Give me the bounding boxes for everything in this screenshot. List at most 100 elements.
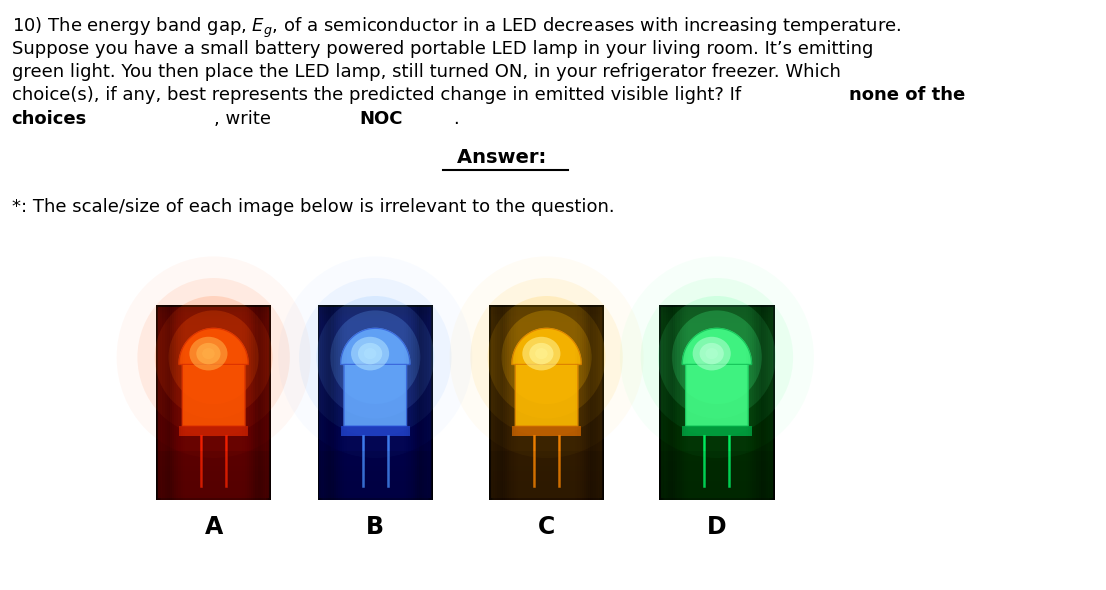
Bar [156, 451, 271, 456]
Bar [158, 313, 269, 500]
Bar [156, 305, 271, 500]
Bar [761, 305, 774, 500]
Ellipse shape [155, 296, 272, 418]
Ellipse shape [364, 348, 376, 359]
Bar [659, 490, 774, 495]
Bar [157, 310, 270, 500]
Bar [660, 308, 774, 500]
Bar [167, 305, 180, 500]
Bar [321, 314, 430, 500]
Text: 10) The energy band gap, $E_g$, of a semiconductor in a LED decreases with incre: 10) The energy band gap, $E_g$, of a sem… [11, 16, 901, 40]
Bar [157, 309, 270, 500]
Bar [317, 490, 434, 495]
Bar [759, 305, 772, 500]
Bar [251, 305, 264, 500]
Bar [322, 319, 429, 500]
Bar [659, 471, 774, 476]
Bar [156, 305, 169, 500]
Bar [682, 426, 752, 435]
Bar [258, 305, 271, 500]
Bar [323, 323, 428, 500]
Bar [659, 486, 774, 490]
Bar [492, 317, 601, 500]
Bar [504, 305, 518, 500]
Text: D: D [707, 515, 727, 539]
Bar [320, 313, 430, 500]
Bar [489, 305, 503, 500]
Bar [333, 305, 346, 500]
Ellipse shape [331, 310, 420, 404]
Bar [498, 305, 511, 500]
Bar [494, 323, 599, 500]
Bar [500, 305, 513, 500]
Bar [179, 426, 248, 435]
Bar [160, 320, 267, 500]
Bar [666, 305, 679, 500]
Bar [159, 317, 268, 500]
Bar [489, 466, 604, 471]
Bar [156, 466, 271, 471]
Bar [322, 317, 429, 500]
Text: Suppose you have a small battery powered portable LED lamp in your living room. : Suppose you have a small battery powered… [11, 40, 873, 57]
Bar [492, 316, 602, 500]
Bar [158, 311, 270, 500]
Bar [489, 305, 604, 500]
Bar [668, 305, 681, 500]
Bar [317, 486, 434, 490]
Bar [582, 305, 596, 500]
Bar [317, 306, 432, 500]
Bar [326, 305, 340, 500]
Bar [577, 305, 592, 500]
Bar [512, 426, 582, 435]
Bar [493, 320, 599, 500]
Bar [156, 307, 271, 500]
Bar [415, 305, 429, 500]
Bar [661, 305, 675, 500]
Bar [320, 312, 431, 500]
Bar [575, 305, 589, 500]
Bar [156, 495, 271, 500]
Text: choices: choices [11, 110, 86, 128]
Ellipse shape [530, 343, 553, 364]
Bar [319, 309, 431, 500]
Bar [584, 305, 598, 500]
Bar [659, 306, 774, 500]
Bar [659, 495, 774, 500]
Bar [670, 305, 684, 500]
Ellipse shape [658, 296, 775, 418]
Bar [156, 490, 271, 495]
Bar [317, 305, 332, 500]
Bar [591, 305, 604, 500]
Bar [317, 466, 434, 471]
Bar [491, 305, 504, 500]
Bar [317, 495, 434, 500]
Bar [754, 305, 769, 500]
Bar [159, 317, 268, 500]
Bar [494, 323, 598, 500]
Ellipse shape [501, 310, 592, 404]
Ellipse shape [202, 348, 215, 359]
Bar [323, 322, 428, 500]
Ellipse shape [299, 278, 451, 437]
Ellipse shape [692, 337, 731, 371]
Bar [489, 490, 604, 495]
Polygon shape [341, 329, 410, 426]
Bar [161, 323, 267, 500]
Bar [158, 307, 270, 498]
Bar [160, 305, 174, 500]
Bar [659, 480, 774, 486]
Bar [660, 310, 773, 500]
Bar [156, 471, 271, 476]
Bar [319, 310, 431, 500]
Bar [659, 456, 774, 461]
Bar [158, 312, 270, 500]
Bar [163, 305, 176, 500]
Text: green light. You then place the LED lamp, still turned ON, in your refrigerator : green light. You then place the LED lamp… [11, 63, 841, 81]
Bar [580, 305, 594, 500]
Bar [659, 305, 774, 500]
Bar [410, 305, 425, 500]
Bar [157, 308, 271, 500]
Bar [491, 311, 603, 500]
Bar [320, 314, 430, 500]
Bar [489, 471, 604, 476]
